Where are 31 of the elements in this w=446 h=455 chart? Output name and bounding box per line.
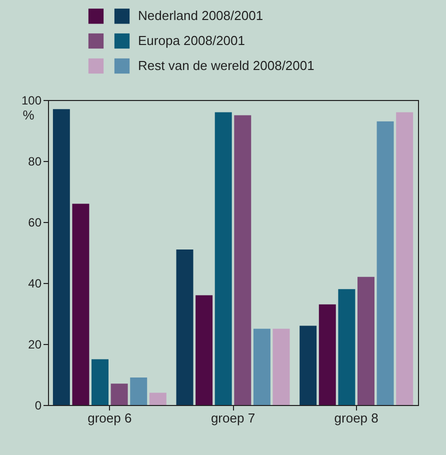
bar xyxy=(272,328,290,405)
bar xyxy=(338,289,356,405)
bar xyxy=(234,115,252,405)
bar xyxy=(110,384,128,405)
y-tick-label: 60 xyxy=(28,216,42,230)
bar xyxy=(149,392,166,405)
y-tick-label: 40 xyxy=(28,276,42,290)
bar xyxy=(253,328,270,405)
bar xyxy=(176,249,194,405)
y-axis-title: % xyxy=(22,108,35,122)
y-tick-label: 0 xyxy=(34,398,42,412)
y-tick-label: 80 xyxy=(28,154,42,168)
bar xyxy=(214,112,232,405)
bar xyxy=(196,295,213,405)
bar xyxy=(357,276,374,405)
y-tick-label: 100 xyxy=(21,94,42,108)
bar xyxy=(376,121,394,405)
legend-label: Europa 2008/2001 xyxy=(138,33,245,48)
bar xyxy=(300,326,317,405)
y-tick-label: 20 xyxy=(28,338,42,352)
x-tick-label: groep 8 xyxy=(334,410,378,426)
bar xyxy=(396,112,414,405)
legend-label: Nederland 2008/2001 xyxy=(138,8,264,24)
bar xyxy=(52,109,70,405)
legend-label: Rest van de wereld 2008/2001 xyxy=(138,58,314,73)
bar xyxy=(72,204,90,405)
bar xyxy=(92,359,109,405)
bar xyxy=(318,304,336,405)
x-tick-label: groep 6 xyxy=(88,410,132,426)
x-tick-label: groep 7 xyxy=(210,410,256,426)
bar xyxy=(130,378,148,405)
